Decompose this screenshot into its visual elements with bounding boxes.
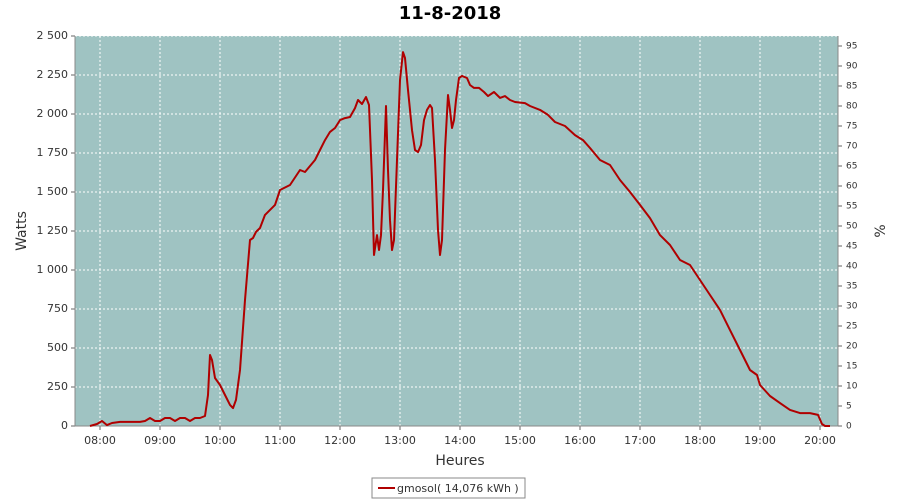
y2-tick-label: 45 (846, 242, 857, 252)
x-tick-label: 11:00 (264, 434, 296, 447)
y2-axis-label: % (873, 224, 889, 237)
x-tick-label: 09:00 (144, 434, 176, 447)
y2-tick-label: 85 (846, 82, 857, 92)
y2-tick-label: 70 (846, 142, 858, 152)
y2-tick-label: 55 (846, 202, 857, 212)
x-tick-label: 19:00 (744, 434, 776, 447)
y2-tick-label: 25 (846, 322, 857, 332)
y2-tick-label: 95 (846, 42, 857, 52)
chart-title: 11-8-2018 (399, 3, 502, 24)
y2-tick-label: 90 (846, 62, 858, 72)
x-tick-label: 13:00 (384, 434, 416, 447)
y2-tick-label: 40 (846, 262, 858, 272)
y2-tick-label: 60 (846, 182, 858, 192)
series-line (89, 51, 830, 427)
y2-tick-label: 50 (846, 222, 858, 232)
y-tick-label: 2 250 (37, 68, 69, 81)
y-tick-label: 0 (61, 419, 68, 432)
x-tick-label: 15:00 (504, 434, 536, 447)
y-tick-label: 1 750 (37, 146, 69, 159)
x-axis-label: Heures (435, 453, 484, 469)
x-tick-label: 14:00 (444, 434, 476, 447)
y2-tick-label: 0 (846, 422, 852, 432)
y2-tick-label: 5 (846, 402, 852, 412)
y2-tick-label: 35 (846, 282, 857, 292)
y2-tick-label: 15 (846, 362, 857, 372)
y-axis-label: Watts (14, 211, 30, 251)
x-tick-label: 18:00 (684, 434, 716, 447)
y2-tick-label: 30 (846, 302, 858, 312)
y-tick-label: 250 (47, 380, 68, 393)
y-tick-label: 1 000 (37, 263, 69, 276)
y-tick-label: 750 (47, 302, 68, 315)
x-tick-label: 10:00 (204, 434, 236, 447)
y2-tick-label: 10 (846, 382, 858, 392)
x-tick-label: 20:00 (804, 434, 836, 447)
x-tick-label: 17:00 (624, 434, 656, 447)
x-tick-label: 12:00 (324, 434, 356, 447)
x-tick-label: 16:00 (564, 434, 596, 447)
x-tick-label: 08:00 (84, 434, 116, 447)
y2-tick-label: 75 (846, 122, 857, 132)
y-tick-label: 2 000 (37, 107, 69, 120)
y2-tick-label: 65 (846, 162, 857, 172)
legend-label: gmosol( 14,076 kWh ) (397, 482, 519, 495)
y-tick-label: 2 500 (37, 29, 69, 42)
y2-tick-label: 20 (846, 342, 858, 352)
y-tick-label: 1 500 (37, 185, 69, 198)
y-tick-label: 500 (47, 341, 68, 354)
legend (371, 477, 526, 499)
y-tick-label: 1 250 (37, 224, 69, 237)
y2-tick-label: 80 (846, 102, 858, 112)
